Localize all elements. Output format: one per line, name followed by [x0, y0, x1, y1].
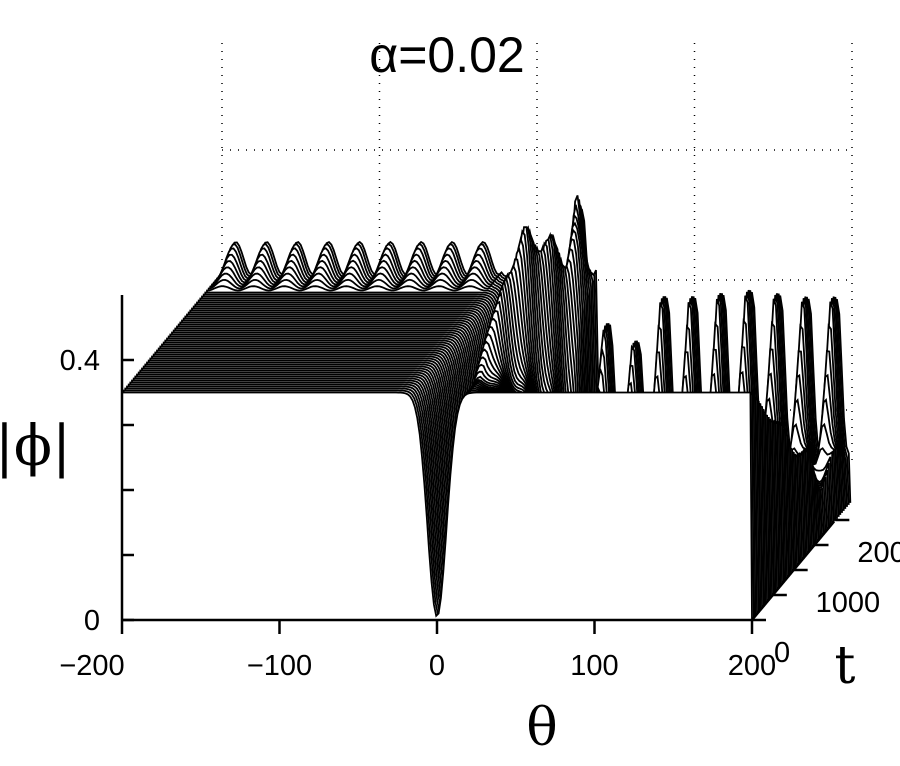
z-tick-label: 0 [84, 605, 100, 637]
x-tick-label: −200 [59, 650, 124, 682]
z-tick-labels: 00.4 [60, 345, 100, 637]
x-tick-label: 200 [728, 650, 776, 682]
x-tick-label: −100 [247, 650, 312, 682]
surface-slices [121, 195, 852, 621]
slice-line-0 [121, 391, 753, 621]
t-tick-label: 0 [774, 637, 790, 669]
t-axis-label: t [835, 636, 856, 696]
axes [120, 295, 850, 634]
x-tick-labels: −200 −100 0 100 200 [59, 650, 776, 682]
t-tick-label: 1000 [816, 587, 881, 619]
y-axis-label: |ϕ| [0, 414, 71, 479]
x-axis-label: θ [526, 698, 557, 758]
x-tick-label: 100 [570, 650, 618, 682]
t-axis-line [751, 520, 835, 621]
chart-title: α=0.02 [369, 27, 524, 83]
x-tick-label: 0 [429, 650, 445, 682]
z-tick-label: 0.4 [60, 345, 100, 377]
